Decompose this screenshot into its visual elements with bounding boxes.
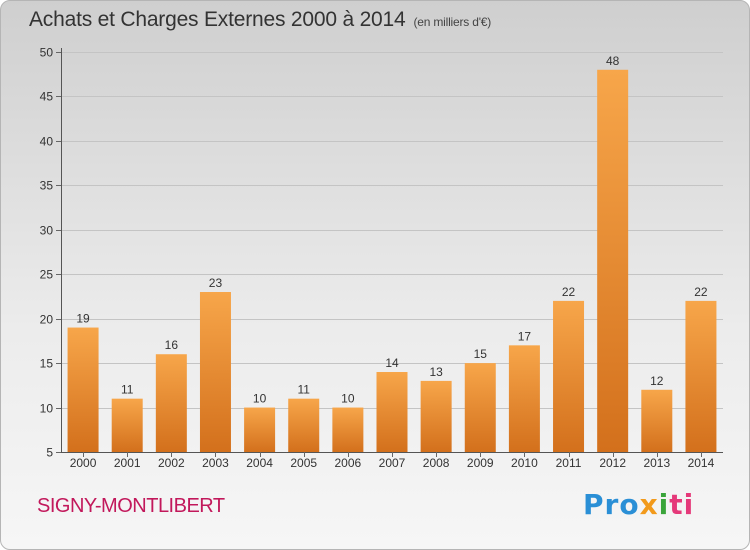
title-text: Achats et Charges Externes 2000 à 2014: [29, 8, 406, 31]
logo-part: Pro: [583, 488, 640, 521]
data-label: 19: [76, 312, 90, 326]
chart-title: Achats et Charges Externes 2000 à 2014 (e…: [29, 8, 491, 32]
bar: [199, 292, 231, 452]
y-tick-label: 15: [40, 357, 54, 371]
bar: [508, 345, 540, 452]
x-tick-label: 2003: [202, 456, 229, 470]
data-label: 10: [253, 392, 267, 406]
data-label: 22: [562, 285, 576, 299]
bar: [111, 398, 143, 452]
y-tick-label: 10: [40, 402, 54, 416]
x-tick-label: 2014: [688, 456, 715, 470]
y-tick-label: 5: [46, 446, 53, 460]
x-tick-label: 2007: [379, 456, 406, 470]
x-tick-label: 2000: [70, 456, 97, 470]
place-name: SIGNY-MONTLIBERT: [37, 495, 225, 517]
title-unit: (en milliers d'€): [413, 15, 492, 29]
proxiti-logo: Proxiti: [583, 488, 694, 521]
y-tick-label: 45: [40, 90, 54, 104]
y-tick-label: 40: [40, 135, 54, 149]
x-tick-label: 2006: [335, 456, 362, 470]
bar: [288, 398, 320, 452]
data-label: 15: [474, 347, 488, 361]
x-tick-label: 2002: [158, 456, 185, 470]
data-label: 48: [606, 54, 620, 68]
x-tick-label: 2012: [599, 456, 626, 470]
bar: [553, 300, 585, 452]
x-tick-label: 2013: [643, 456, 670, 470]
data-label: 12: [650, 374, 664, 388]
x-tick-label: 2009: [467, 456, 494, 470]
bar: [464, 363, 496, 452]
y-tick-label: 50: [40, 46, 54, 60]
logo-part: x: [639, 488, 659, 521]
bar: [67, 327, 99, 452]
y-tick-label: 35: [40, 179, 54, 193]
bars-group: [67, 69, 717, 453]
y-tick-label: 30: [40, 224, 54, 238]
data-label: 10: [341, 392, 355, 406]
bar: [420, 380, 452, 452]
axes-group: 5 10 15 20 25 30 35 40 45 50: [40, 46, 723, 460]
logo-part: ti: [669, 488, 695, 521]
bar: [376, 372, 408, 452]
y-tick-label: 20: [40, 313, 54, 327]
bar: [685, 300, 717, 452]
data-label: 17: [518, 329, 532, 343]
bar: [155, 354, 187, 452]
x-tick-label: 2005: [290, 456, 317, 470]
bar: [332, 407, 364, 452]
y-tick-label: 25: [40, 268, 54, 282]
data-label: 16: [165, 338, 179, 352]
logo-part: i: [658, 488, 670, 521]
labels-group: 19 2000 11 2001 16 2002 23 2003 10 2004 11 2005 10 20…: [70, 54, 715, 470]
data-label: 13: [429, 365, 443, 379]
x-tick-label: 2008: [423, 456, 450, 470]
x-tick-label: 2004: [246, 456, 273, 470]
data-label: 11: [121, 383, 134, 397]
x-tick-label: 2011: [556, 456, 582, 470]
data-label: 14: [385, 356, 399, 370]
data-label: 22: [694, 285, 708, 299]
x-tick-label: 2010: [511, 456, 538, 470]
x-tick-label: 2001: [114, 456, 141, 470]
bar: [597, 69, 629, 453]
bar: [244, 407, 276, 452]
data-label: 11: [297, 383, 310, 397]
data-label: 23: [209, 276, 223, 290]
bar: [641, 389, 673, 452]
